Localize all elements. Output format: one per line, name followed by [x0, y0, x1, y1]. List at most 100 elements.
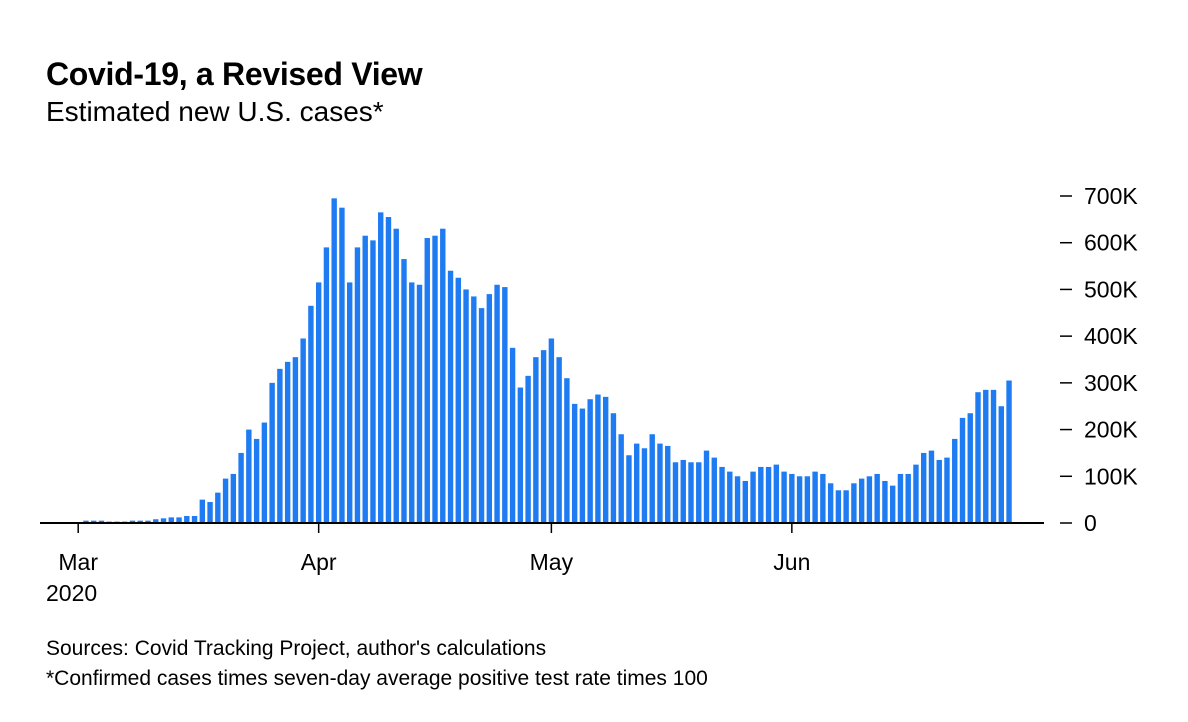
bar: [184, 515, 190, 523]
bar: [711, 457, 717, 523]
bar: [827, 483, 834, 523]
bar: [238, 452, 244, 523]
y-tick-label: 0: [1084, 510, 1097, 536]
bar: [129, 520, 136, 523]
bar: [168, 517, 174, 523]
y-axis-ticks: 0 100K 200K 300K 400K 500K 600K 700K: [1060, 183, 1138, 536]
bar: [440, 228, 446, 523]
bar: [83, 520, 89, 523]
bar: [1006, 380, 1012, 523]
bar: [308, 305, 314, 523]
bar: [378, 212, 384, 523]
bar: [812, 471, 818, 523]
bar: [796, 476, 803, 523]
bar: [556, 357, 562, 523]
bar: [191, 515, 198, 523]
bar: [215, 492, 221, 523]
bar: [967, 413, 973, 523]
y-tick-label: 500K: [1084, 276, 1138, 302]
chart-footer: Sources: Covid Tracking Project, author'…: [46, 634, 708, 694]
bar: [703, 450, 710, 523]
bar: [959, 417, 966, 523]
bar: [665, 445, 671, 523]
bar: [727, 471, 733, 523]
bar: [944, 457, 950, 523]
bar: [634, 443, 640, 523]
y-tick-label: 100K: [1084, 463, 1138, 489]
bar: [882, 480, 888, 523]
bar: [680, 459, 686, 523]
y-tick-label: 700K: [1084, 183, 1138, 209]
bar: [835, 490, 842, 523]
bar: [222, 478, 229, 523]
bar: [137, 520, 143, 523]
bar: [494, 284, 500, 523]
bar: [719, 466, 725, 523]
bar-series: [83, 198, 1012, 524]
bar: [587, 399, 593, 523]
bar: [331, 198, 337, 523]
bar: [478, 308, 485, 523]
bar: [734, 476, 741, 523]
bar: [889, 485, 896, 523]
bar: [773, 464, 780, 523]
x-tick-label: Apr: [301, 549, 337, 575]
bar: [269, 382, 275, 523]
bar: [905, 473, 911, 523]
bar: [315, 282, 322, 523]
bar: [843, 490, 849, 523]
bar: [579, 408, 586, 523]
bar: [750, 471, 756, 523]
bar: [502, 287, 508, 523]
bar: [975, 392, 981, 523]
bar: [610, 413, 617, 523]
bar: [540, 350, 547, 523]
bar: [455, 277, 461, 523]
bar: [990, 389, 997, 523]
bar: [91, 520, 97, 523]
bar: [649, 434, 655, 523]
bar: [176, 517, 182, 523]
bar: [765, 466, 772, 523]
chart-title: Covid-19, a Revised View: [46, 56, 423, 92]
bar: [517, 387, 524, 523]
bar: [409, 282, 415, 523]
y-tick-label: 600K: [1084, 230, 1138, 256]
bar: [471, 296, 477, 523]
bar: [548, 338, 555, 523]
bar: [602, 396, 609, 523]
bar: [789, 473, 795, 523]
bar: [447, 270, 454, 523]
chart-subtitle: Estimated new U.S. cases*: [46, 96, 384, 127]
bar: [742, 480, 748, 523]
bar: [424, 238, 430, 524]
x-axis-ticks: Mar 2020 Apr May Jun: [46, 523, 810, 606]
bar: [595, 394, 601, 523]
x-tick-label: Mar: [58, 549, 98, 575]
bar: [347, 282, 353, 523]
x-tick-sublabel: 2020: [46, 580, 97, 606]
bar: [897, 473, 904, 523]
y-tick-label: 200K: [1084, 417, 1138, 443]
bar: [618, 434, 624, 523]
bar: [688, 462, 694, 523]
bar: [626, 455, 632, 523]
bar: [851, 483, 857, 523]
bar: [998, 406, 1004, 523]
footnote: *Confirmed cases times seven-day average…: [46, 667, 708, 690]
bar: [401, 259, 407, 523]
bar: [921, 452, 927, 523]
bar: [432, 235, 438, 523]
bar: [292, 357, 299, 523]
bar: [781, 471, 787, 523]
bar: [323, 247, 330, 523]
y-tick-label: 400K: [1084, 323, 1138, 349]
bar: [672, 462, 679, 523]
bar: [509, 347, 516, 523]
x-tick-label: Jun: [773, 549, 810, 575]
bar: [261, 422, 268, 523]
bar: [936, 459, 942, 523]
bar: [145, 520, 151, 523]
bar: [820, 473, 826, 523]
bar: [486, 294, 493, 523]
